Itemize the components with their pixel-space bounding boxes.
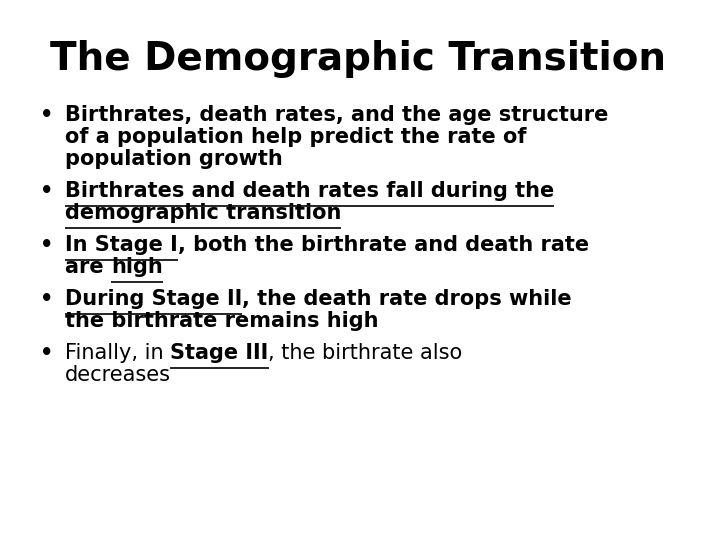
Text: •: •: [40, 105, 53, 125]
Text: population growth: population growth: [65, 149, 283, 169]
Text: •: •: [40, 289, 53, 309]
Text: •: •: [40, 235, 53, 255]
Text: demographic transition: demographic transition: [65, 203, 341, 223]
Text: In Stage I: In Stage I: [65, 235, 178, 255]
Text: The Demographic Transition: The Demographic Transition: [50, 40, 666, 78]
Text: are: are: [65, 257, 111, 277]
Text: Birthrates, death rates, and the age structure: Birthrates, death rates, and the age str…: [65, 105, 608, 125]
Text: •: •: [40, 181, 53, 201]
Text: the birthrate remains high: the birthrate remains high: [65, 311, 379, 331]
Text: During Stage II: During Stage II: [65, 289, 242, 309]
Text: •: •: [40, 343, 53, 363]
Text: Finally, in: Finally, in: [65, 343, 170, 363]
Text: decreases: decreases: [65, 365, 171, 385]
Text: Birthrates and death rates fall during the: Birthrates and death rates fall during t…: [65, 181, 554, 201]
Text: high: high: [111, 257, 163, 277]
Text: Stage III: Stage III: [170, 343, 269, 363]
Text: , the death rate drops while: , the death rate drops while: [242, 289, 572, 309]
Text: , both the birthrate and death rate: , both the birthrate and death rate: [178, 235, 589, 255]
Text: , the birthrate also: , the birthrate also: [269, 343, 463, 363]
Text: of a population help predict the rate of: of a population help predict the rate of: [65, 127, 526, 147]
